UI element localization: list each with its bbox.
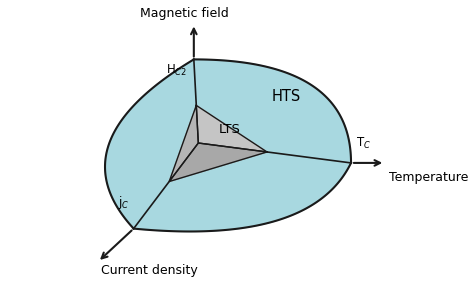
Polygon shape [169,105,198,182]
Polygon shape [196,105,267,152]
Text: T$_C$: T$_C$ [356,136,371,151]
Text: HTS: HTS [272,89,301,104]
Text: LTS: LTS [219,123,241,136]
Polygon shape [169,143,267,182]
Text: Current density: Current density [101,264,198,277]
Text: j$_C$: j$_C$ [118,194,129,211]
Text: Temperature: Temperature [389,171,468,184]
Text: Magnetic field: Magnetic field [140,7,229,19]
Polygon shape [105,59,351,231]
Text: H$_{C2}$: H$_{C2}$ [165,63,187,79]
